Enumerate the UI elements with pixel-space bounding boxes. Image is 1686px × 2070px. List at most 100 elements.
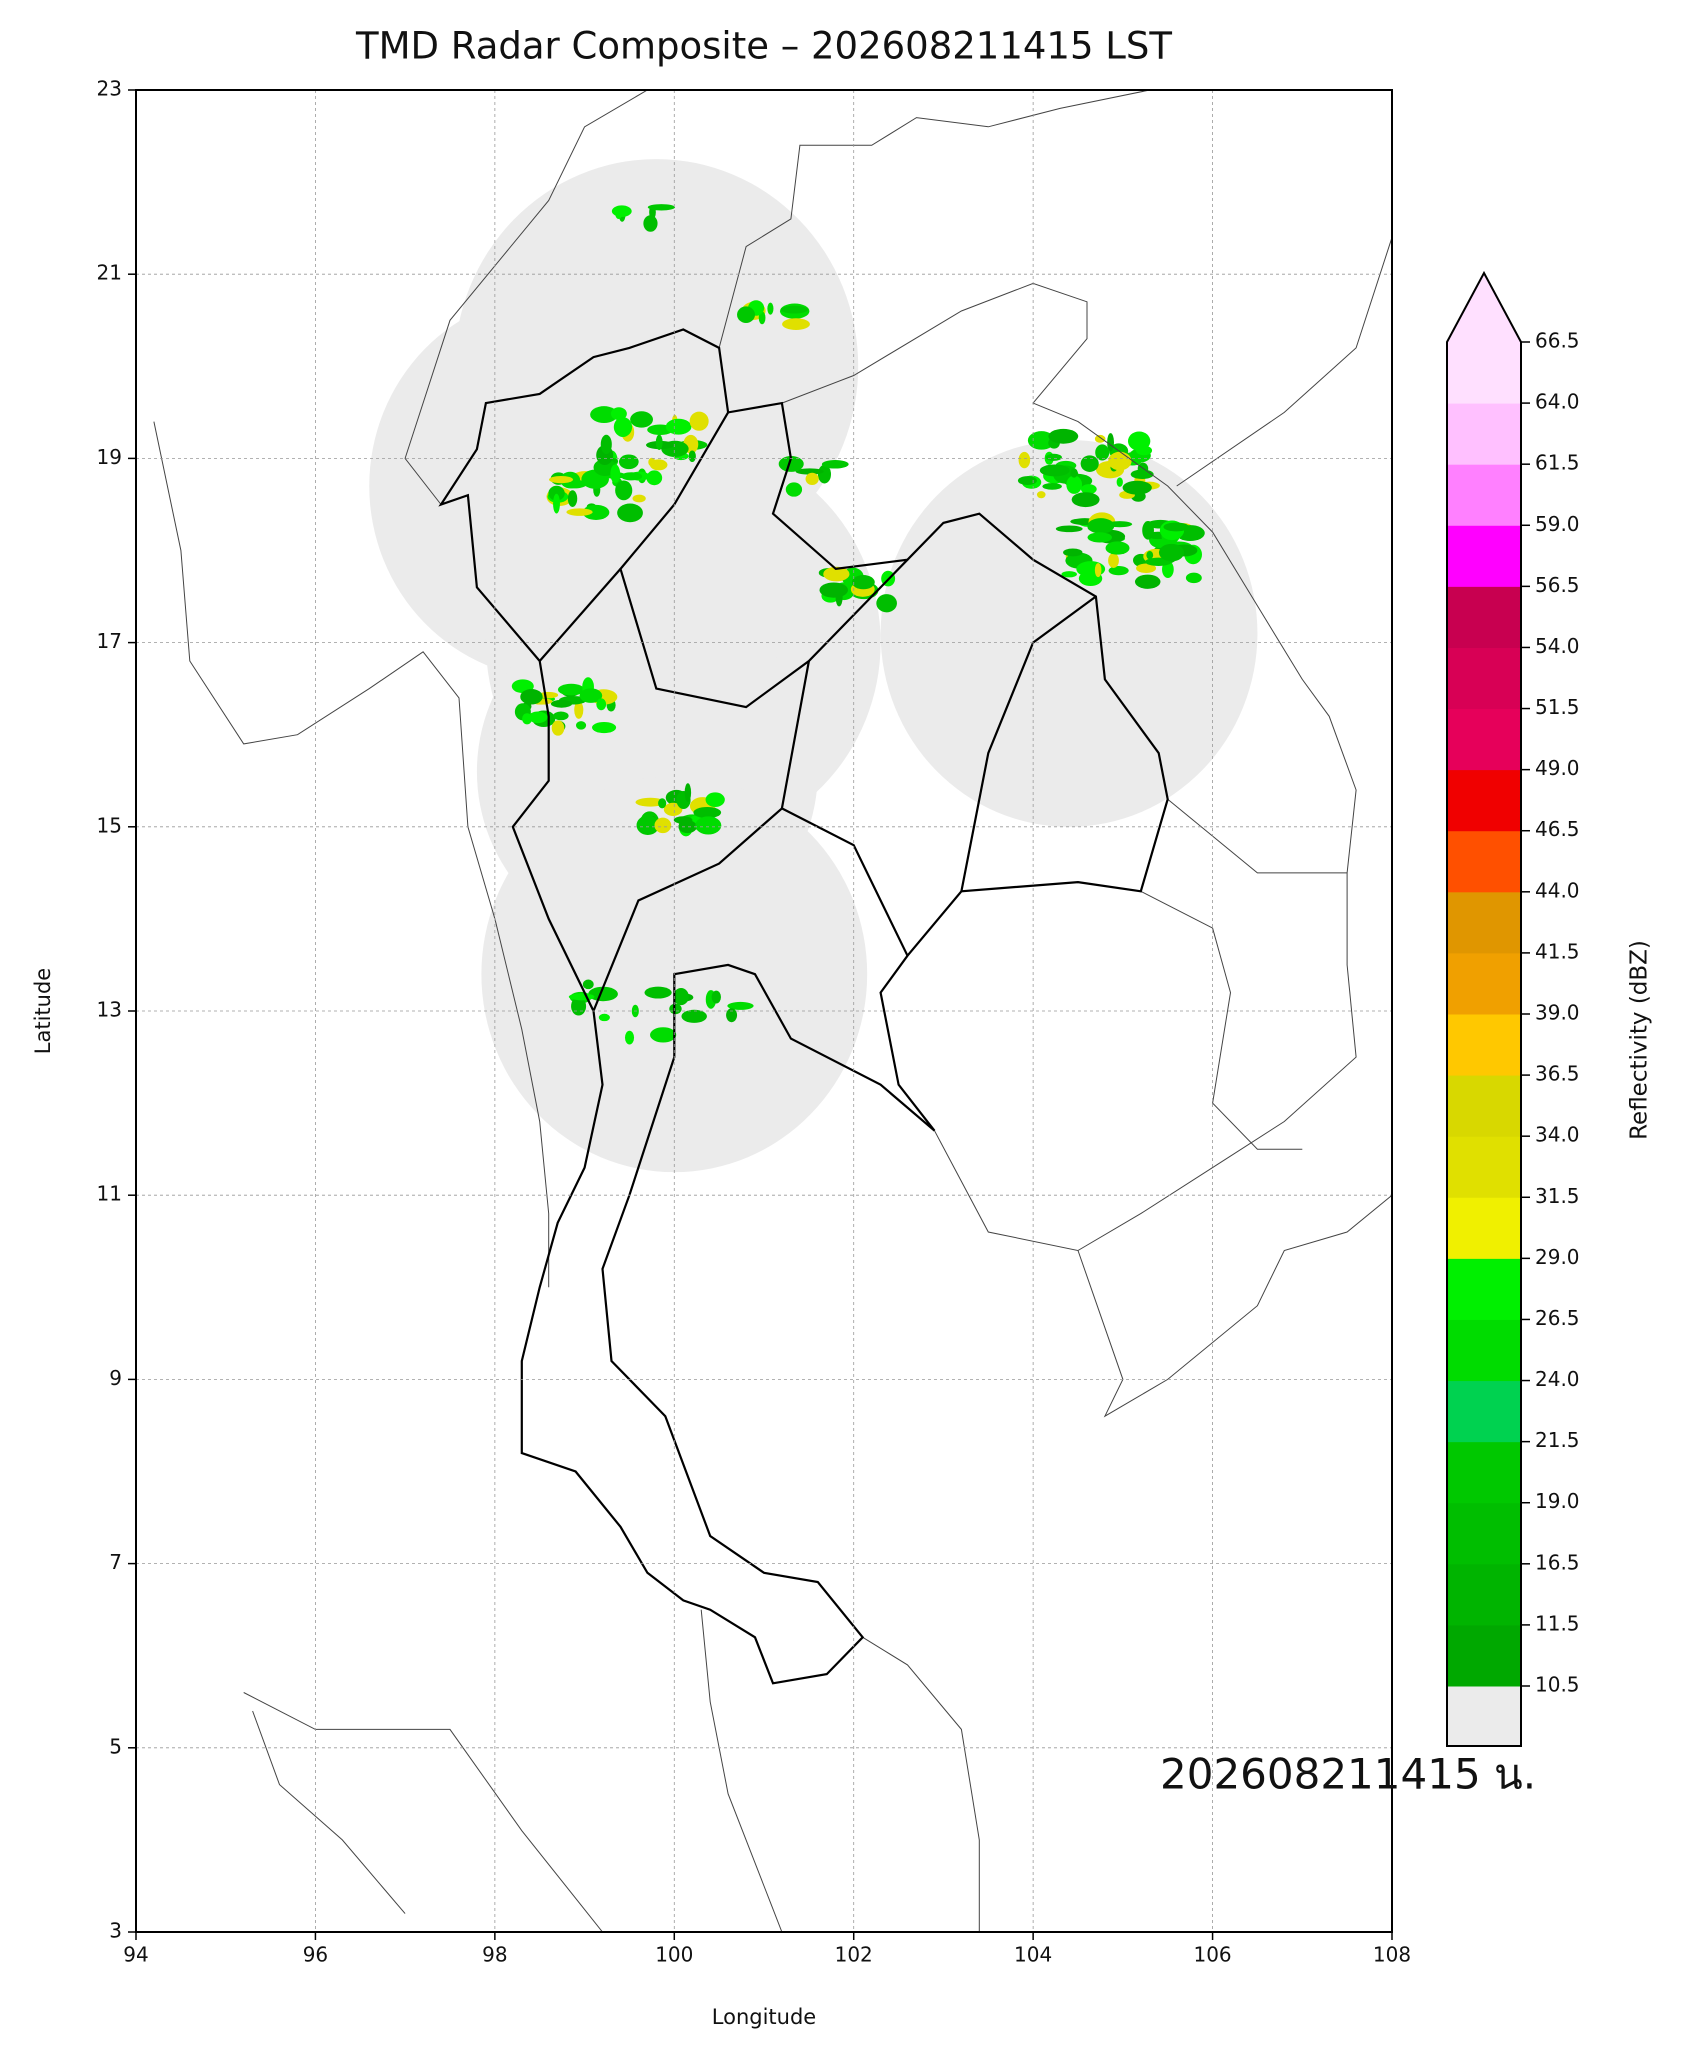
y-tick-label: 11 [97, 1182, 122, 1206]
rain-echo [549, 475, 574, 484]
rain-echo [665, 418, 692, 435]
colorbar-segment [1447, 708, 1521, 771]
rain-echo [658, 798, 667, 809]
rain-echo [635, 797, 666, 807]
colorbar-segment [1447, 342, 1521, 404]
rain-echo [643, 215, 658, 232]
y-tick-label: 21 [97, 261, 122, 285]
rain-echo [1080, 484, 1097, 495]
rain-echo [1095, 444, 1110, 461]
rain-echo [632, 494, 646, 503]
rain-echo [621, 472, 643, 481]
rain-echo [1042, 483, 1062, 490]
rain-echo [1134, 574, 1161, 589]
rain-echo [1122, 480, 1152, 495]
rain-echo [1127, 431, 1151, 451]
colorbar-tick-label: 54.0 [1535, 634, 1580, 658]
x-tick-label: 108 [1373, 1943, 1411, 1967]
rain-echo [1108, 566, 1129, 576]
rain-echo [851, 575, 875, 590]
rain-echo [673, 988, 689, 1006]
y-tick-label: 5 [109, 1734, 122, 1758]
rain-echo [684, 783, 692, 803]
colorbar-segment [1447, 1624, 1521, 1687]
rain-echo [592, 721, 617, 734]
colorbar-tick-label: 24.0 [1535, 1367, 1580, 1391]
colorbar-tick-label: 46.5 [1535, 817, 1580, 841]
colorbar-segment [1447, 1502, 1521, 1565]
y-tick-label: 13 [97, 998, 122, 1022]
rain-echo [548, 485, 565, 501]
colorbar-segment [1447, 1563, 1521, 1626]
border [1167, 798, 1348, 874]
radar-coverage [880, 439, 1258, 827]
rain-echo [610, 464, 621, 484]
colorbar-segment [1447, 830, 1521, 893]
colorbar-tick-label: 21.5 [1535, 1428, 1580, 1452]
colorbar-tick-label: 44.0 [1535, 878, 1580, 902]
y-tick-label: 9 [109, 1366, 122, 1390]
rain-echo [673, 816, 693, 824]
x-axis-label: Longitude [712, 2005, 816, 2029]
province-border [592, 807, 783, 1012]
rain-echo [615, 480, 633, 501]
colorbar-tick-label: 64.0 [1535, 390, 1580, 414]
rain-echo [737, 306, 756, 323]
rain-echo [617, 503, 643, 523]
rain-echo [582, 979, 594, 990]
rain-echo [567, 490, 578, 507]
colorbar-frame [1446, 270, 1522, 1747]
x-tick-label: 98 [482, 1943, 507, 1967]
colorbar-tick-label: 51.5 [1535, 695, 1580, 719]
rain-echo [655, 434, 663, 450]
rain-echo [582, 504, 610, 520]
y-tick-label: 19 [97, 445, 122, 469]
border [718, 90, 1150, 349]
rain-echo [1087, 518, 1115, 534]
rain-echo [727, 1001, 754, 1010]
x-tick-label: 94 [123, 1943, 148, 1967]
rain-echo [693, 806, 722, 819]
rain-echo [1063, 548, 1083, 557]
rain-echo [823, 566, 850, 582]
colorbar-segment [1447, 952, 1521, 1015]
rain-echo [1107, 433, 1115, 452]
rain-echo [695, 816, 722, 835]
rain-echo [630, 411, 653, 428]
rain-echo [778, 455, 804, 472]
colorbar-segment [1447, 1441, 1521, 1504]
colorbar-tick-label: 11.5 [1535, 1611, 1580, 1635]
rain-echo [557, 683, 585, 696]
coastline [862, 1636, 980, 1932]
colorbar-segment [1447, 647, 1521, 710]
colorbar-tick-label: 19.0 [1535, 1489, 1580, 1513]
rain-echo [1146, 550, 1154, 560]
colorbar-segment [1447, 1319, 1521, 1382]
x-tick-label: 100 [655, 1943, 693, 1967]
rain-echo [1094, 434, 1106, 443]
rain-echo [1087, 532, 1113, 543]
colorbar-segment [1447, 1197, 1521, 1259]
rain-echo [551, 720, 565, 736]
rain-echo [596, 698, 607, 711]
colorbar-tick-label: 34.0 [1535, 1123, 1580, 1147]
province-border [538, 568, 622, 662]
rain-echo [590, 406, 618, 423]
colorbar-segment [1447, 1136, 1521, 1198]
rain-echo [568, 993, 595, 1001]
y-tick-label: 3 [109, 1919, 122, 1943]
colorbar-tick-label: 56.5 [1535, 573, 1580, 597]
colorbar-segment [1447, 586, 1521, 648]
rain-echo [817, 464, 831, 484]
rain-echo [1055, 525, 1083, 533]
rain-echo [615, 210, 622, 220]
rain-echo [1027, 431, 1056, 450]
rain-echo [876, 594, 897, 613]
rain-echo [522, 713, 533, 725]
y-axis-label: Latitude [31, 968, 55, 1054]
rain-echo [688, 450, 696, 463]
rain-echo [610, 407, 627, 421]
rain-echo [1116, 477, 1123, 487]
